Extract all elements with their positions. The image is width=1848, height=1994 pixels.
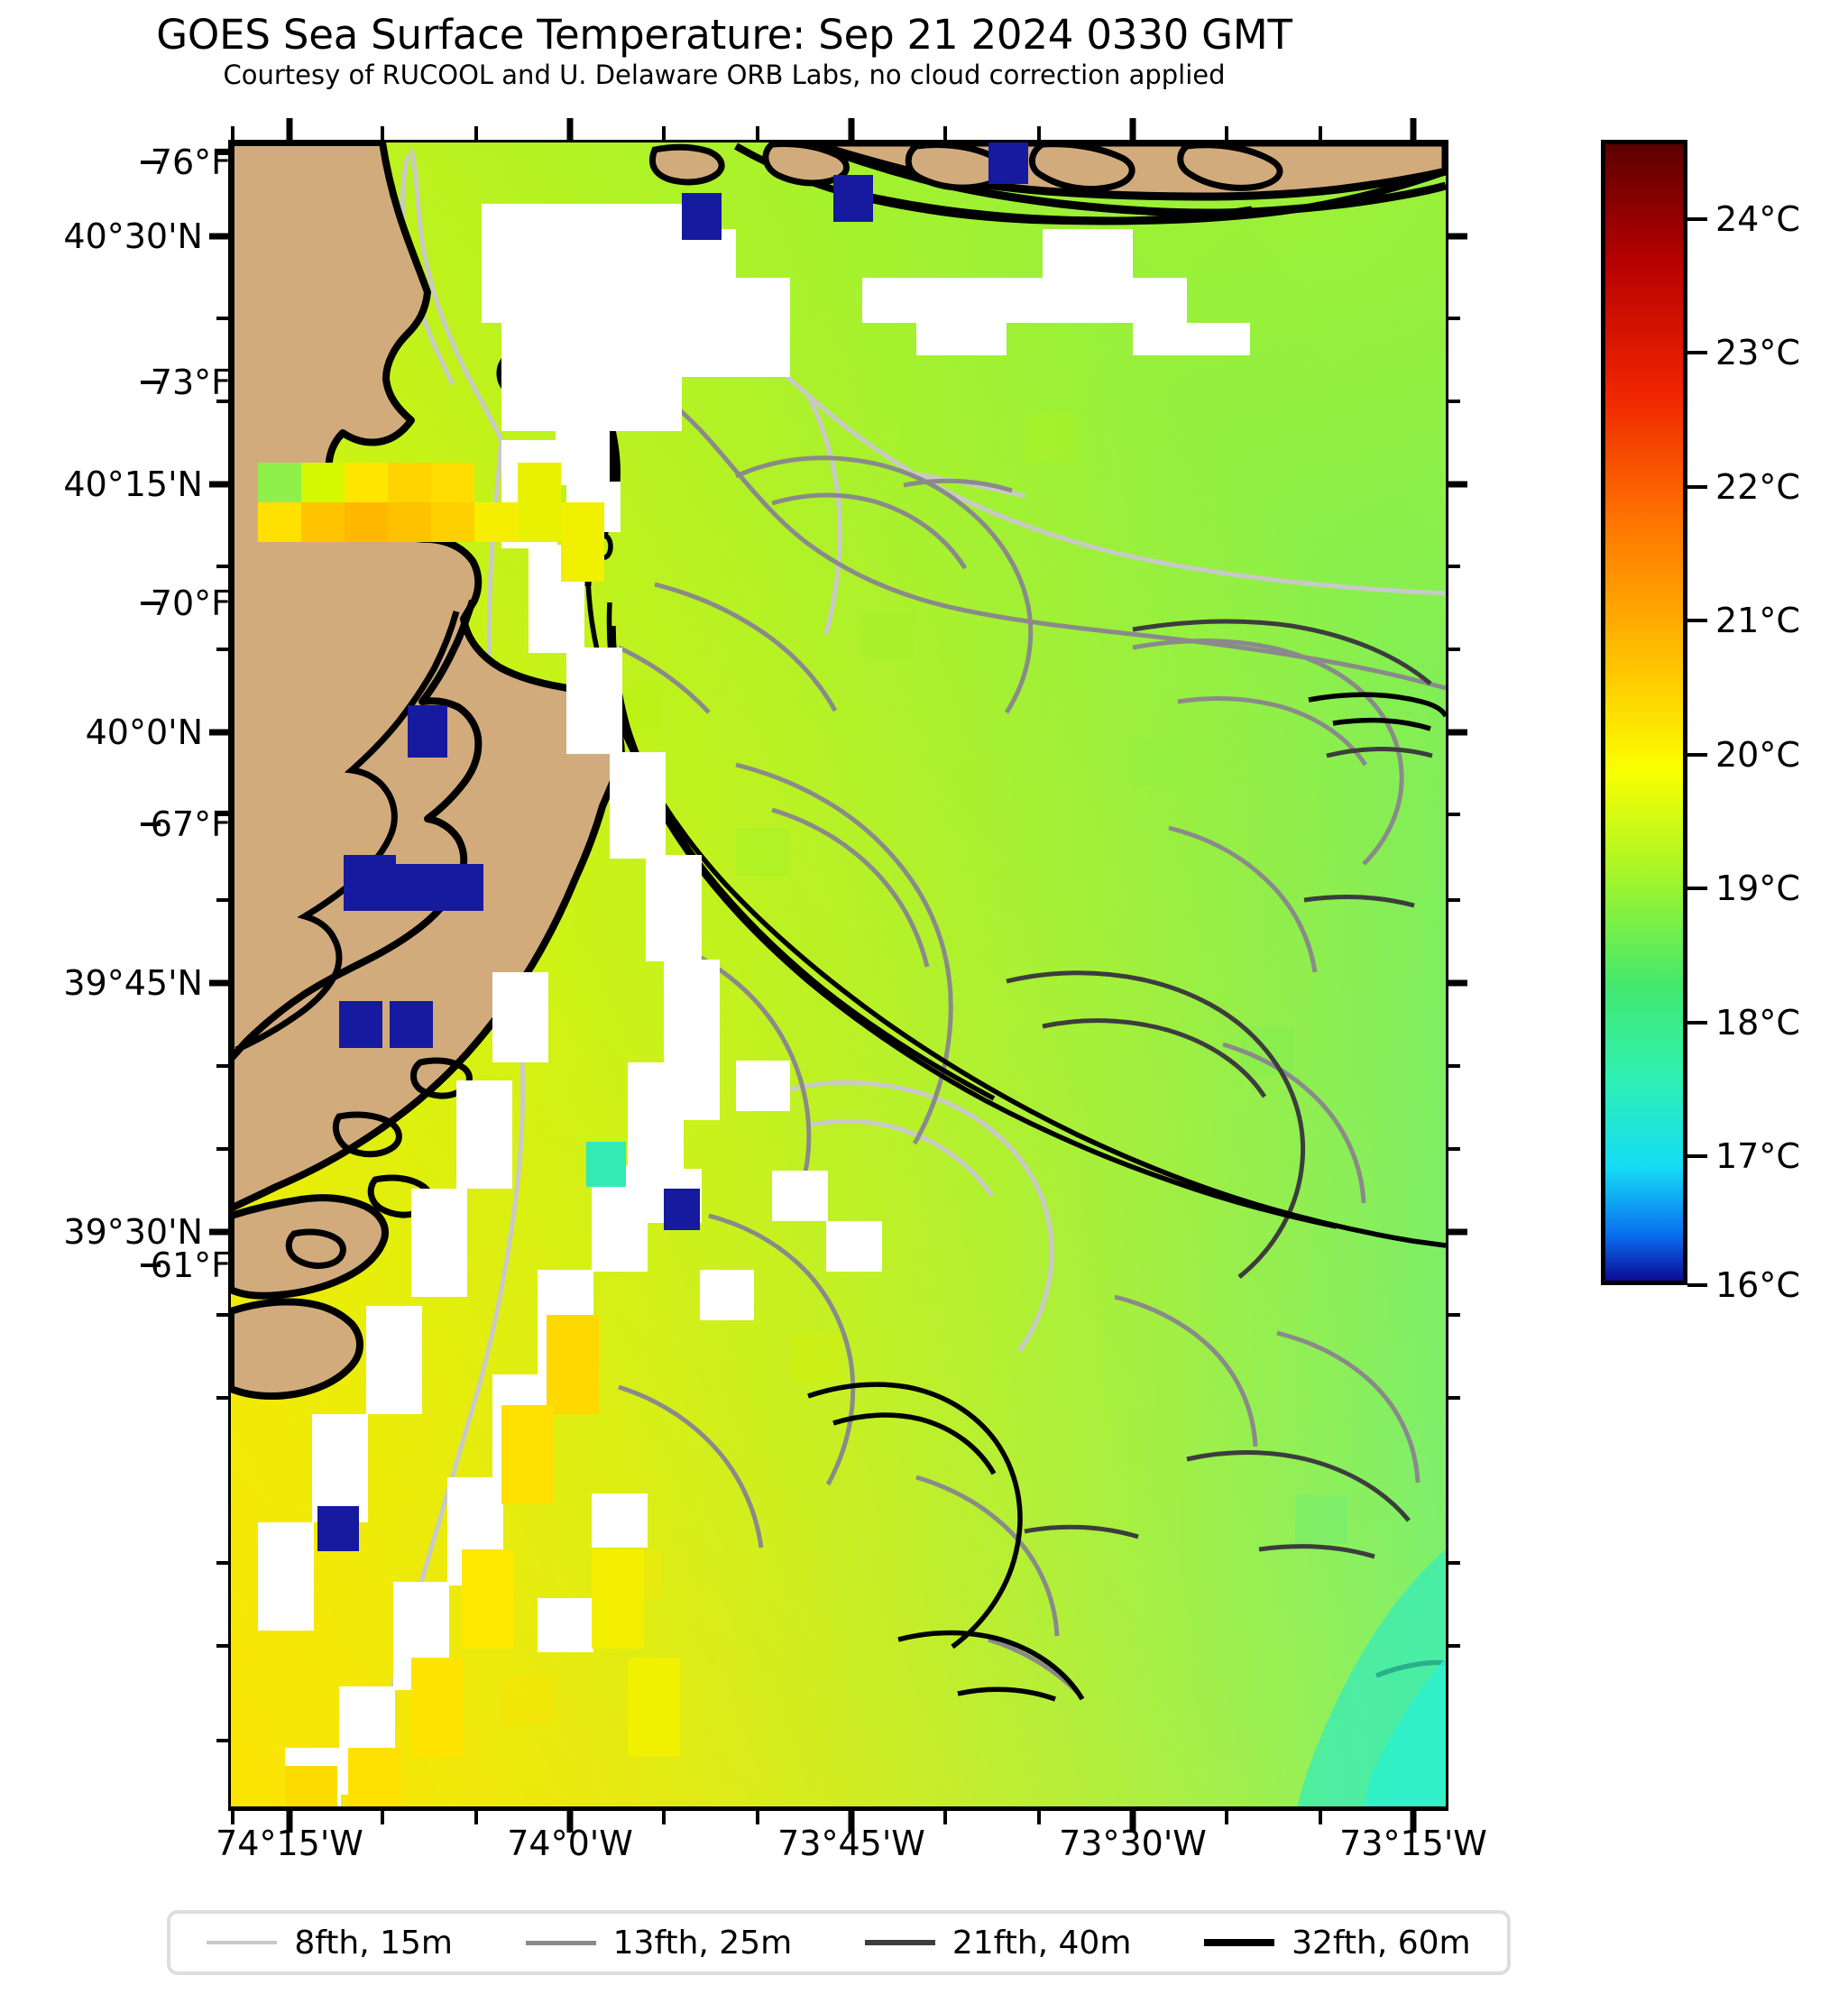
lon-label-7400: 74°0'W: [507, 1824, 633, 1863]
cbar-label-16c: 16°C: [1715, 1265, 1800, 1305]
cbar-label-19c: 19°C: [1715, 868, 1800, 908]
legend-item-15m[interactable]: 8fth, 15m: [207, 1925, 453, 1962]
lat-label-4000: 40°0'N: [85, 712, 203, 752]
cbar-tick-18c: [1687, 1021, 1707, 1025]
cbar-tick-76f: [141, 161, 161, 164]
legend-item-60m[interactable]: 32fth, 60m: [1204, 1925, 1471, 1962]
cbar-label-22c: 22°C: [1715, 467, 1800, 507]
isobath-40m: [1006, 619, 1433, 1559]
cbar-tick-20c: [1687, 753, 1707, 757]
cbar-tick-70f: [141, 602, 161, 605]
cbar-label-76f: 76°F: [150, 142, 231, 182]
cool-anomaly-pixel: [586, 1142, 626, 1187]
lon-label-7330: 73°30'W: [1059, 1824, 1207, 1863]
contour-line-swatch-25m: [525, 1940, 596, 1945]
cloud-nodata-layer: [258, 204, 1250, 1808]
contour-line-swatch-40m: [864, 1940, 935, 1945]
colorbar-gradient: [1605, 144, 1683, 1281]
contour-line-swatch-60m: [1204, 1939, 1275, 1946]
cbar-label-61f: 61°F: [150, 1245, 231, 1285]
temperature-colorbar[interactable]: [1601, 140, 1687, 1285]
cbar-label-67f: 67°F: [150, 804, 231, 844]
lon-label-7345: 73°45'W: [777, 1824, 925, 1863]
sst-map[interactable]: [228, 140, 1448, 1811]
latitude-axis-labels: 40°30'N 40°15'N 40°0'N 39°45'N 39°30'N: [0, 0, 203, 1994]
cbar-tick-22c: [1687, 485, 1707, 489]
page-title: GOES Sea Surface Temperature: Sep 21 202…: [156, 11, 1292, 59]
warm-anomaly-layer: [258, 463, 680, 1808]
lat-label-4030: 40°30'N: [63, 216, 203, 256]
cold-anomaly-pixels: [317, 142, 1028, 1551]
bathymetry-legend: 8fth, 15m 13fth, 25m 21fth, 40m 32fth, 6…: [167, 1910, 1511, 1975]
legend-label-60m: 32fth, 60m: [1292, 1924, 1471, 1962]
cbar-tick-16c: [1687, 1283, 1707, 1287]
cbar-tick-24c: [1687, 217, 1707, 221]
cbar-label-21c: 21°C: [1715, 601, 1800, 640]
cbar-label-24c: 24°C: [1715, 199, 1800, 239]
cbar-tick-61f: [141, 1263, 161, 1267]
sst-map-canvas: [231, 142, 1446, 1808]
lat-label-3945: 39°45'N: [63, 963, 203, 1003]
cbar-label-17c: 17°C: [1715, 1136, 1800, 1176]
cbar-tick-17c: [1687, 1154, 1707, 1158]
longitude-axis-labels: 74°15'W 74°0'W 73°45'W 73°30'W 73°15'W: [0, 1824, 1848, 1878]
legend-item-40m[interactable]: 21fth, 40m: [864, 1924, 1132, 1962]
cbar-label-18c: 18°C: [1715, 1003, 1800, 1043]
cbar-label-73f: 73°F: [150, 363, 231, 402]
lon-label-7315: 73°15'W: [1339, 1824, 1487, 1863]
cbar-tick-23c: [1687, 351, 1707, 354]
lat-label-4015: 40°15'N: [63, 464, 203, 504]
legend-label-25m: 13fth, 25m: [612, 1924, 793, 1962]
cbar-tick-19c: [1687, 887, 1707, 890]
cbar-tick-67f: [141, 822, 161, 826]
cbar-label-70f: 70°F: [150, 583, 231, 623]
legend-label-15m: 8fth, 15m: [294, 1924, 453, 1962]
se-cool-water-2: [1364, 1658, 1446, 1808]
legend-label-40m: 21fth, 40m: [952, 1924, 1132, 1962]
cbar-label-23c: 23°C: [1715, 333, 1800, 372]
page-subtitle: Courtesy of RUCOOL and U. Delaware ORB L…: [223, 60, 1226, 90]
legend-item-25m[interactable]: 13fth, 25m: [525, 1924, 793, 1962]
lat-label-3930: 39°30'N: [63, 1212, 203, 1252]
cbar-label-20c: 20°C: [1715, 735, 1800, 775]
cbar-tick-73f: [141, 381, 161, 384]
contour-line-swatch-15m: [207, 1941, 278, 1944]
lon-label-7415: 74°15'W: [216, 1824, 363, 1863]
cbar-tick-21c: [1687, 619, 1707, 622]
